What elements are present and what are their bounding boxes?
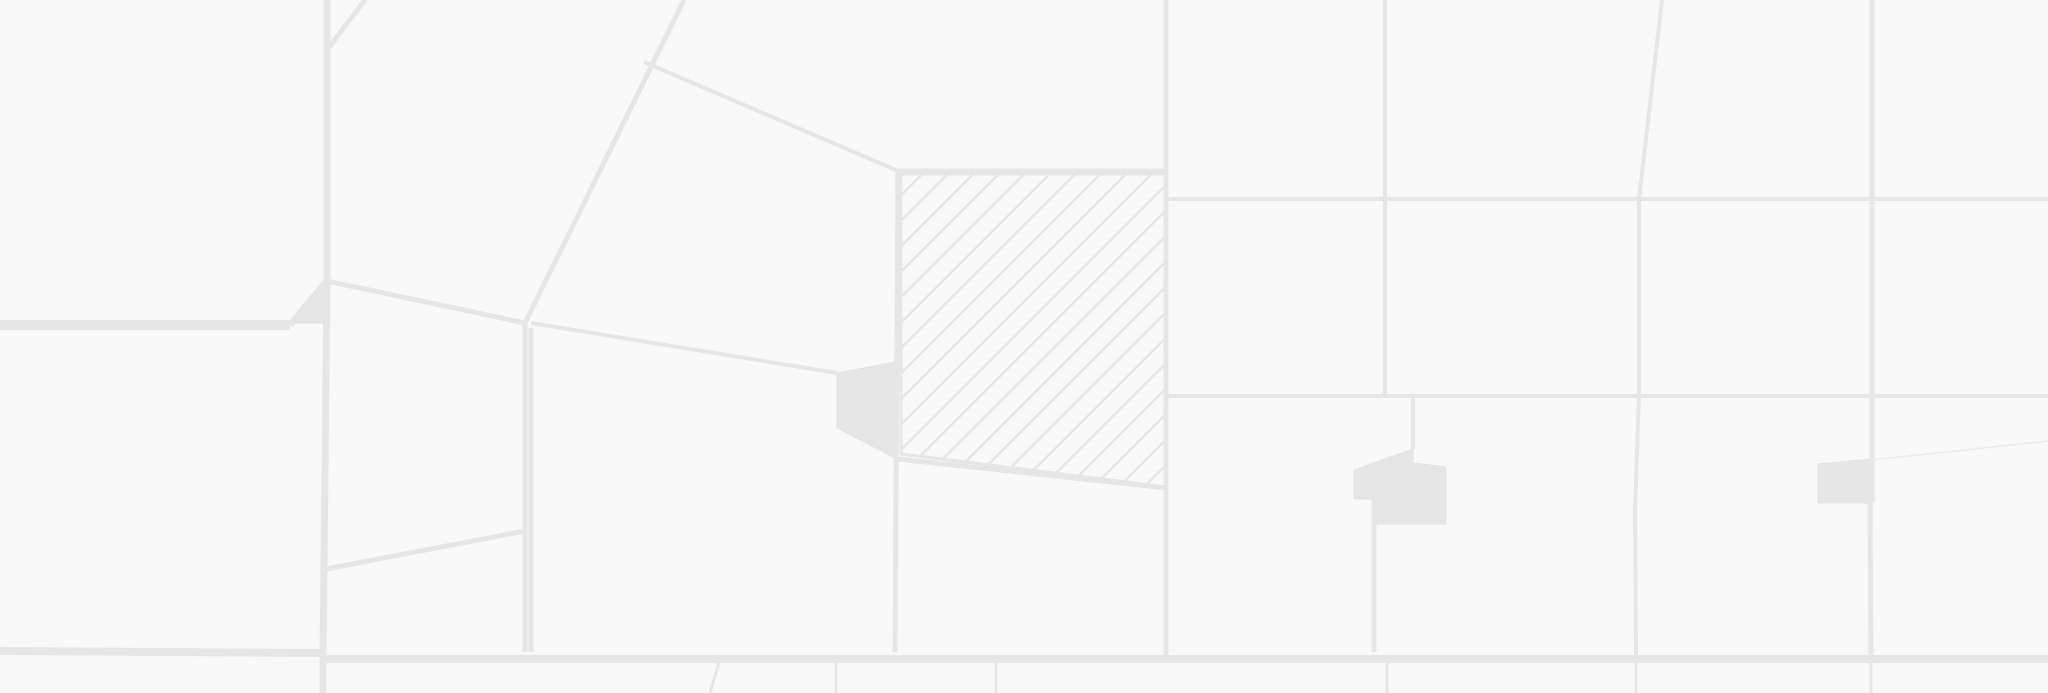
hatched-parcel[interactable] — [899, 172, 1168, 489]
road-northwest-diagonal[interactable] — [522, 0, 687, 325]
center-left-building[interactable] — [836, 361, 896, 459]
road-diagonal-north-1630[interactable] — [1637, 0, 1664, 200]
road-vertical-1630[interactable] — [1632, 199, 1641, 660]
road-north-diagonal[interactable] — [643, 60, 899, 173]
right-building[interactable] — [1817, 458, 1873, 504]
road-west-vertical[interactable] — [319, 280, 331, 693]
road-stub-2[interactable] — [708, 658, 722, 693]
center-building[interactable] — [1353, 448, 1447, 525]
road-southwest[interactable] — [0, 647, 324, 657]
road-east-diagonal-faint[interactable] — [1871, 440, 2048, 461]
road-northwest-spur[interactable] — [325, 0, 367, 52]
road-central-vertical[interactable] — [892, 170, 901, 653]
road-block-west-2[interactable] — [325, 528, 526, 572]
buildings-layer — [288, 279, 1873, 525]
road-block-west-1[interactable] — [326, 278, 528, 652]
road-hatched-south-edge[interactable] — [897, 456, 1167, 491]
road-west-diagonal[interactable] — [287, 0, 331, 328]
road-block-central-diagonal[interactable] — [530, 321, 838, 375]
road-vertical-1870-south[interactable] — [1867, 502, 1874, 660]
